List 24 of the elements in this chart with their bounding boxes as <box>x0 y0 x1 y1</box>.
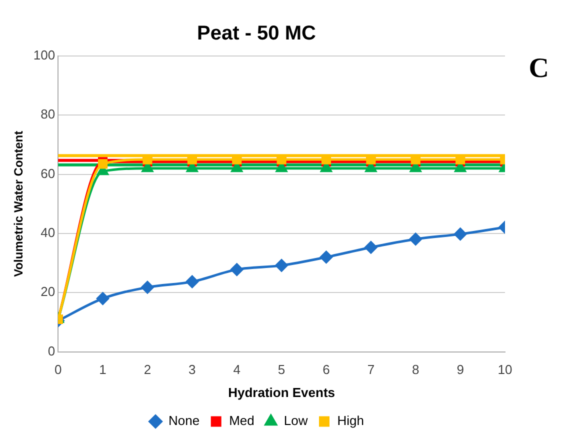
y-tick-label: 20 <box>40 284 56 300</box>
legend-label: Med <box>229 413 254 428</box>
y-tick-label: 0 <box>48 343 56 358</box>
y-tick-label: 100 <box>33 48 56 63</box>
x-tick-label: 3 <box>188 362 196 378</box>
x-axis-title: Hydration Events <box>228 384 336 400</box>
y-axis-title: Volumetric Water Content <box>12 130 26 277</box>
x-tick-label: 6 <box>322 362 330 378</box>
x-tick-label: 4 <box>233 362 240 378</box>
x-tick-label: 1 <box>99 362 106 378</box>
x-tick-label: 7 <box>367 362 375 378</box>
legend-label: High <box>337 413 364 428</box>
legend-label: None <box>168 413 200 428</box>
x-tick-label: 8 <box>412 362 420 378</box>
x-tick-label: 10 <box>498 362 512 378</box>
chart-title: Peat - 50 MC <box>197 22 316 45</box>
y-tick-label: 40 <box>40 225 56 240</box>
y-tick-label: 80 <box>40 106 56 122</box>
legend-label: Low <box>284 413 308 428</box>
y-tick-label: 60 <box>40 166 56 181</box>
x-tick-label: 9 <box>456 362 464 378</box>
x-tick-label: 5 <box>278 362 286 378</box>
text: C <box>528 53 549 84</box>
x-tick-label: 2 <box>144 362 152 378</box>
